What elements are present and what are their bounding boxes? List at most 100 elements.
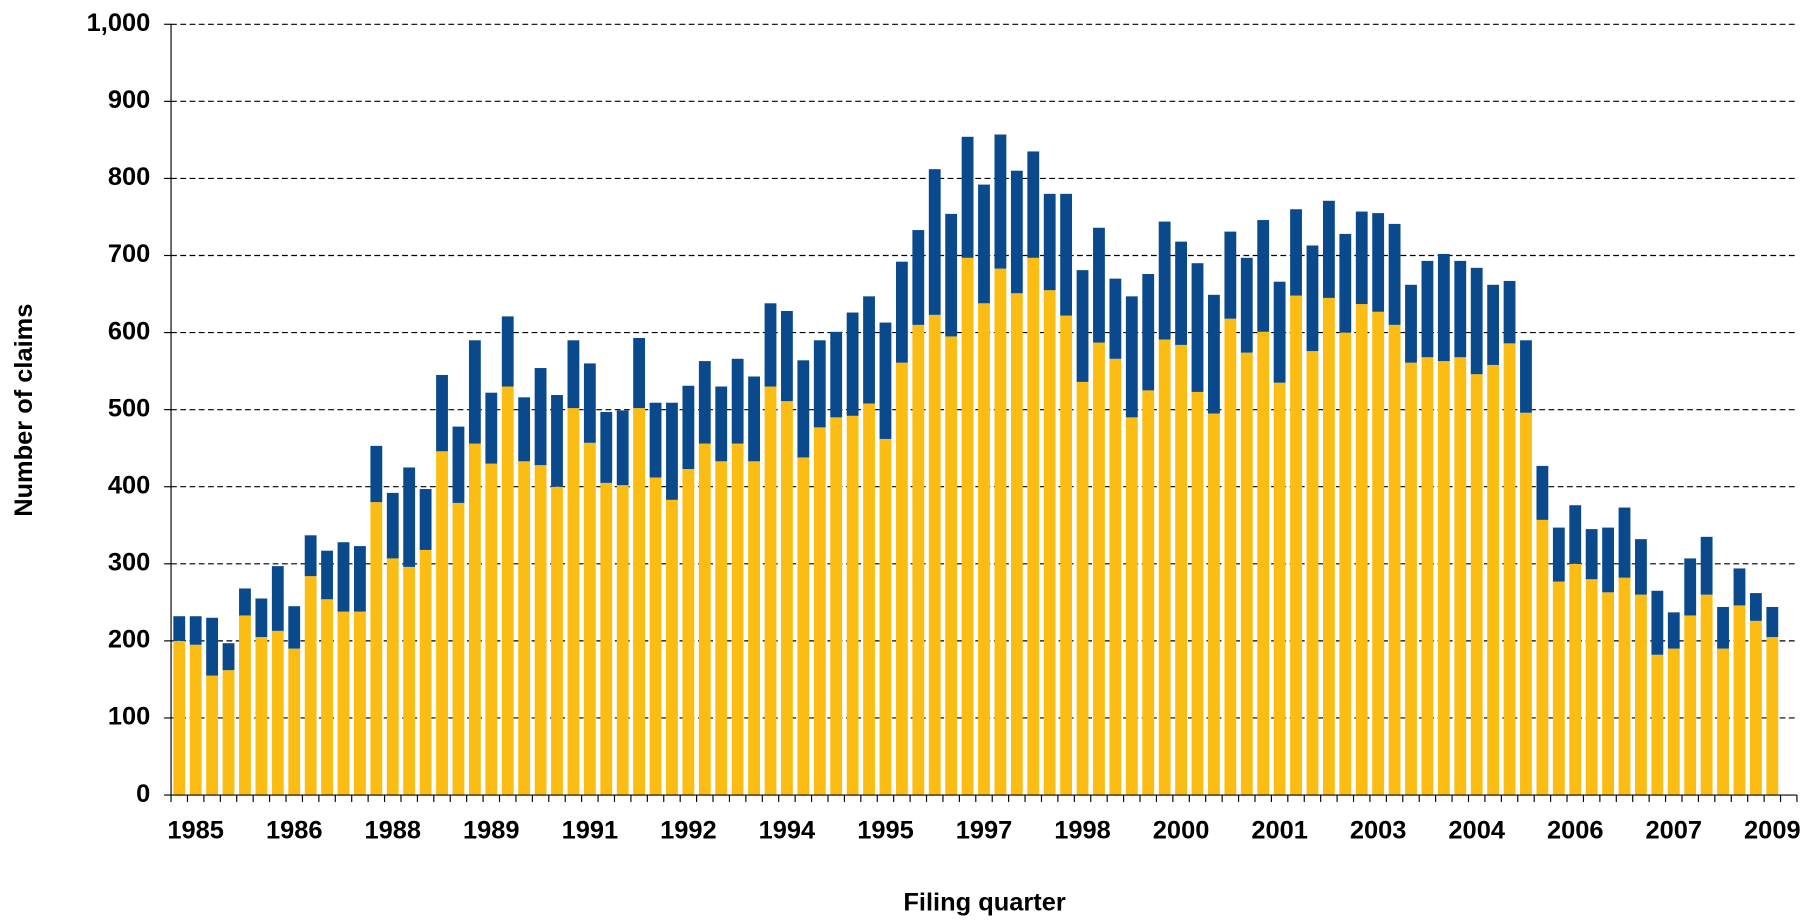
x-tick-label: 2004 xyxy=(1448,817,1505,845)
x-tick-label: 1988 xyxy=(364,817,421,845)
bar-segment xyxy=(1552,527,1565,582)
bar-segment xyxy=(1470,374,1483,796)
y-tick-label: 1,000 xyxy=(87,9,151,37)
bar-segment xyxy=(945,336,958,796)
bar-segment xyxy=(1175,344,1187,796)
bar-segment xyxy=(436,451,448,796)
bar-segment xyxy=(452,502,465,796)
bar-segment xyxy=(1093,342,1105,796)
bar-segment xyxy=(1208,413,1220,796)
bar-segment xyxy=(616,410,629,486)
bar-segment xyxy=(239,615,251,796)
bar-segment xyxy=(1076,270,1089,382)
bar-segment xyxy=(1027,151,1040,258)
y-tick-label: 800 xyxy=(108,163,150,191)
bar-segment xyxy=(1125,417,1138,796)
bar-segment xyxy=(189,616,202,645)
bar-segment xyxy=(1421,260,1434,358)
x-axis-title: Filing quarter xyxy=(903,888,1065,916)
bar-segment xyxy=(1240,257,1253,353)
bar-segment xyxy=(419,549,432,796)
bar-segment xyxy=(189,644,202,796)
bar-segment xyxy=(748,376,760,462)
bar-segment xyxy=(1109,358,1122,796)
bar-segment xyxy=(1437,361,1450,796)
bar-segment xyxy=(1339,233,1352,333)
bar-segment xyxy=(1257,220,1270,332)
bar-segment xyxy=(1536,465,1549,520)
bar-segment xyxy=(1372,213,1385,312)
bar-segment xyxy=(1010,293,1023,796)
bar-segment xyxy=(649,477,662,796)
bar-segment xyxy=(206,675,219,796)
x-tick-label: 2001 xyxy=(1251,817,1308,845)
bar-segment xyxy=(1306,245,1319,352)
bar-segment xyxy=(1766,606,1779,638)
x-tick-label: 1998 xyxy=(1054,817,1111,845)
x-tick-label: 1995 xyxy=(857,817,914,845)
bar-segment xyxy=(1060,315,1073,796)
y-tick-label: 900 xyxy=(108,86,150,114)
bar-segment xyxy=(1372,311,1385,796)
bar-segment xyxy=(452,426,465,503)
bar-segment xyxy=(1651,590,1664,655)
bar-segment xyxy=(1191,391,1204,796)
bar-segment xyxy=(600,411,613,483)
bar-segment xyxy=(1224,231,1237,319)
bar-segment xyxy=(1487,284,1500,365)
bar-segment xyxy=(863,403,875,796)
bar-segment xyxy=(206,617,219,676)
bar-segment xyxy=(666,499,678,796)
y-tick-label: 300 xyxy=(108,549,150,577)
bar-segment xyxy=(1273,382,1286,796)
bar-segment xyxy=(731,358,744,444)
bar-segment xyxy=(1257,331,1270,796)
bar-segment xyxy=(1405,362,1417,796)
bar-segment xyxy=(288,648,301,796)
x-tick-label: 1997 xyxy=(956,817,1013,845)
bar-segment xyxy=(468,340,481,444)
bar-segment xyxy=(895,261,908,363)
bar-segment xyxy=(1454,357,1467,796)
bar-segment xyxy=(1667,612,1680,649)
bar-segment xyxy=(1158,339,1171,796)
bar-segment xyxy=(1749,593,1762,621)
bar-segment xyxy=(1224,318,1237,796)
y-tick-label: 500 xyxy=(108,394,150,422)
bar-segment xyxy=(1405,284,1417,363)
bar-segment xyxy=(748,461,760,796)
bar-segment xyxy=(271,630,284,796)
bar-segment xyxy=(682,469,695,796)
bar-segment xyxy=(1339,332,1352,796)
bar-segment xyxy=(895,362,908,796)
bar-segment xyxy=(961,257,974,796)
bar-segment xyxy=(1240,352,1253,796)
bar-segment xyxy=(1618,577,1631,796)
bar-segment xyxy=(1503,343,1516,796)
bar-segment xyxy=(961,136,974,258)
bar-segment xyxy=(1520,412,1532,796)
bar-segment xyxy=(1437,253,1450,362)
bar-segment xyxy=(978,184,990,304)
bar-segment xyxy=(616,485,629,796)
bar-segment xyxy=(715,386,728,462)
bar-segment xyxy=(551,486,563,796)
bar-segment xyxy=(994,268,1007,796)
bar-segment xyxy=(764,303,777,387)
x-tick-label: 1994 xyxy=(759,817,816,845)
bar-segment xyxy=(764,386,777,796)
bar-segment xyxy=(781,310,793,402)
bar-segment xyxy=(1569,505,1582,564)
bar-segment xyxy=(1421,357,1434,796)
bar-segment xyxy=(321,550,333,600)
bar-segment xyxy=(1322,200,1335,298)
bar-segment xyxy=(222,643,235,671)
bar-segment xyxy=(1076,381,1089,796)
bar-segment xyxy=(813,427,826,796)
bar-segment xyxy=(1684,558,1697,616)
bar-segment xyxy=(1651,654,1664,796)
x-tick-label: 1985 xyxy=(167,817,224,845)
bar-segment xyxy=(1125,296,1138,418)
bar-segment xyxy=(633,408,646,796)
